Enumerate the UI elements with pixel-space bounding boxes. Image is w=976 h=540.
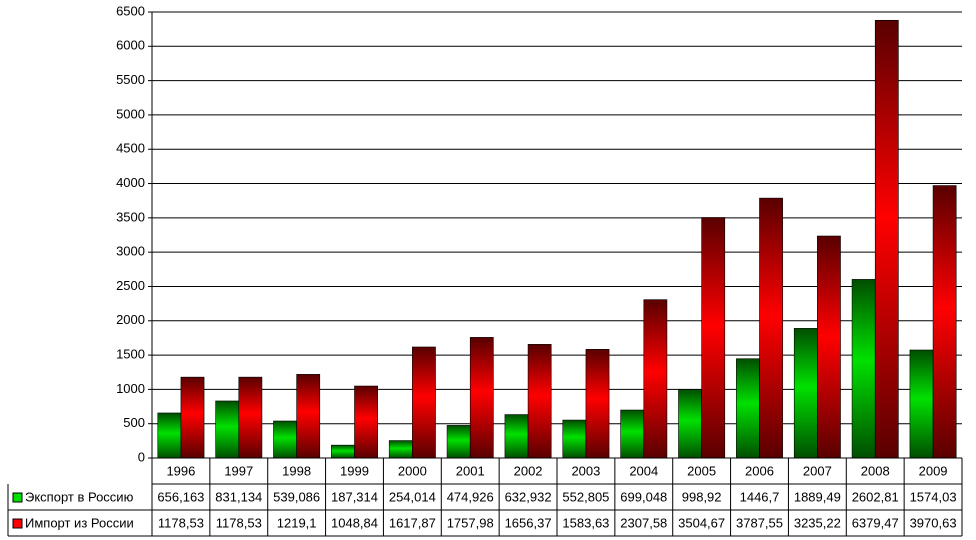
y-tick-label: 4000	[116, 175, 145, 190]
data-label: 632,932	[505, 489, 552, 504]
legend-swatch	[12, 492, 23, 503]
bar	[215, 400, 240, 459]
data-label: 1048,84	[331, 515, 378, 530]
data-label: 1583,63	[562, 515, 609, 530]
legend-swatch	[12, 518, 23, 529]
x-tick-label: 2002	[514, 463, 543, 478]
data-label: 1178,53	[158, 515, 204, 530]
data-label: 998,92	[682, 489, 722, 504]
y-tick-label: 1500	[116, 347, 145, 362]
bar	[527, 344, 552, 459]
bar	[817, 235, 841, 459]
data-label: 187,314	[331, 489, 378, 504]
bar	[851, 279, 876, 459]
bar	[678, 389, 702, 459]
bar	[620, 409, 645, 459]
bar	[296, 374, 321, 459]
bar	[388, 440, 413, 459]
bar	[504, 414, 529, 459]
bar	[562, 419, 587, 459]
x-tick-label: 2001	[456, 463, 485, 478]
y-tick-label: 6500	[116, 3, 145, 18]
bar	[238, 376, 263, 459]
data-label: 1757,98	[447, 515, 494, 530]
data-label: 254,014	[389, 489, 436, 504]
data-label: 539,086	[273, 489, 320, 504]
bar	[446, 425, 471, 459]
bar	[909, 349, 934, 459]
data-label: 1574,03	[910, 489, 957, 504]
bar	[180, 376, 205, 459]
bar	[585, 349, 610, 459]
legend-label: Импорт из России	[25, 515, 134, 530]
y-tick-label: 1000	[116, 381, 145, 396]
data-label: 3504,67	[678, 515, 725, 530]
x-tick-label: 2009	[919, 463, 948, 478]
data-label: 831,134	[215, 489, 262, 504]
bar	[759, 197, 783, 459]
x-tick-label: 2008	[861, 463, 890, 478]
data-label: 1178,53	[216, 515, 262, 530]
y-tick-label: 2500	[116, 278, 145, 293]
data-label: 1446,7	[740, 489, 780, 504]
y-tick-label: 500	[123, 415, 145, 430]
bar	[736, 358, 760, 459]
bar	[874, 19, 899, 459]
x-tick-label: 2007	[803, 463, 832, 478]
data-label: 1889,49	[794, 489, 841, 504]
x-tick-label: 1999	[340, 463, 369, 478]
y-tick-label: 2000	[116, 312, 145, 327]
data-label: 656,163	[157, 489, 204, 504]
y-tick-label: 3000	[116, 244, 145, 259]
data-label: 1617,87	[389, 515, 436, 530]
data-label: 6379,47	[852, 515, 899, 530]
y-tick-label: 0	[138, 449, 145, 464]
data-label: 3970,63	[910, 515, 957, 530]
data-label: 3235,22	[794, 515, 841, 530]
bar	[793, 328, 818, 459]
x-tick-label: 1996	[166, 463, 195, 478]
y-tick-label: 5500	[116, 72, 145, 87]
x-tick-label: 2005	[687, 463, 716, 478]
data-label: 2307,58	[620, 515, 667, 530]
x-tick-label: 2006	[745, 463, 774, 478]
y-tick-label: 5000	[116, 106, 145, 121]
y-tick-label: 3500	[116, 209, 145, 224]
data-label: 552,805	[562, 489, 609, 504]
x-tick-label: 2000	[398, 463, 427, 478]
data-label: 1219,1	[277, 515, 317, 530]
bar	[469, 337, 494, 459]
y-tick-label: 4500	[116, 141, 145, 156]
data-label: 474,926	[447, 489, 494, 504]
bar	[701, 217, 726, 459]
bar	[643, 299, 668, 459]
data-label: 3787,55	[736, 515, 783, 530]
x-tick-label: 1997	[224, 463, 253, 478]
bar	[331, 444, 355, 459]
bar	[932, 185, 957, 459]
x-tick-label: 1998	[282, 463, 311, 478]
legend-label: Экспорт в Россию	[25, 489, 134, 504]
bar	[354, 385, 378, 459]
bar	[273, 420, 297, 459]
data-label: 699,048	[620, 489, 667, 504]
data-label: 2602,81	[852, 489, 899, 504]
y-tick-label: 6000	[116, 38, 145, 53]
bar	[157, 412, 182, 459]
x-tick-label: 2003	[571, 463, 600, 478]
data-label: 1656,37	[505, 515, 552, 530]
x-tick-label: 2004	[629, 463, 658, 478]
bar	[412, 346, 436, 459]
